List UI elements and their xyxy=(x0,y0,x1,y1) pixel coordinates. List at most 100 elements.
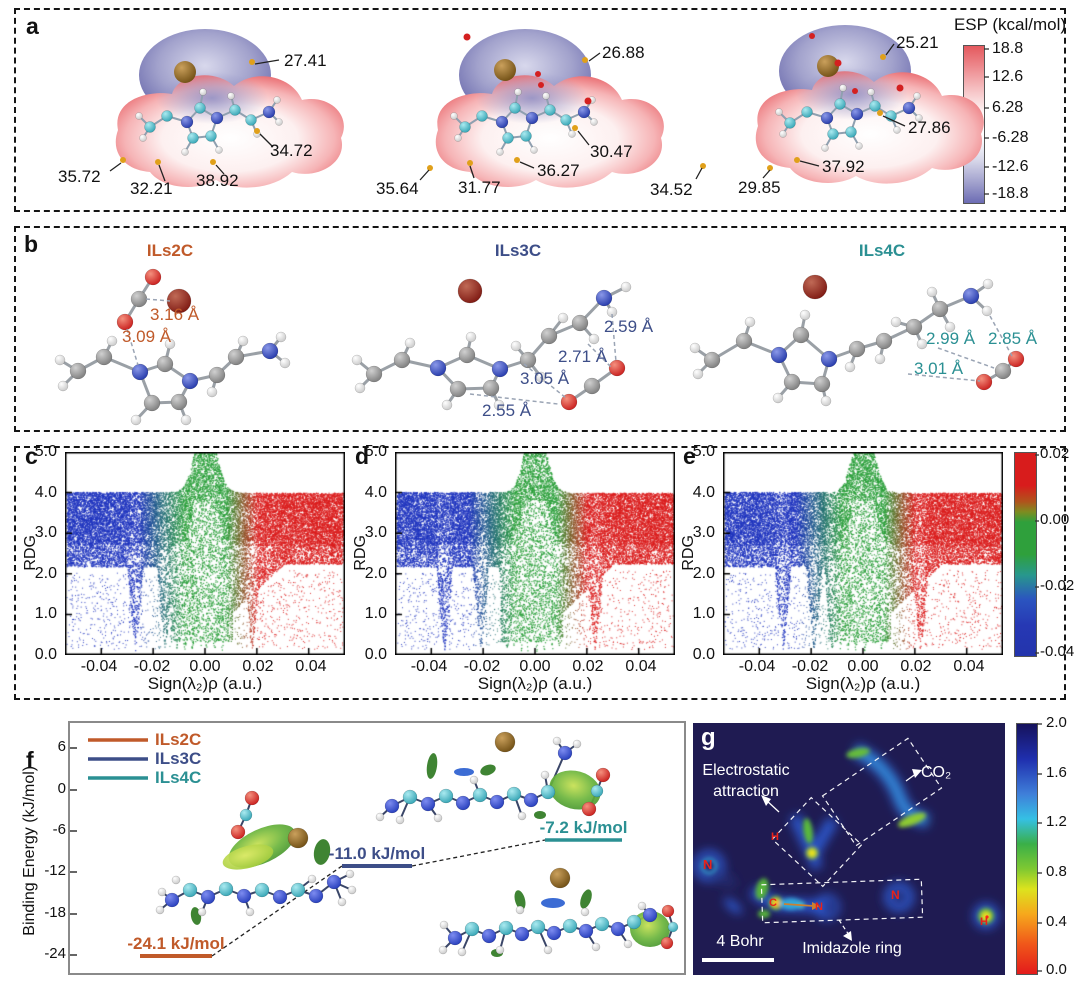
g-atom-H: H xyxy=(771,831,779,843)
rdg-xtick: 0.02 xyxy=(892,658,940,676)
esp-colorbar-title: ESP (kcal/mol) xyxy=(944,16,1076,35)
rdg-cb-tick: -0.04 xyxy=(1040,644,1074,661)
f-ytick: -24 xyxy=(40,946,66,963)
rdg-ytick: 1.0 xyxy=(23,605,57,623)
distance-label: 2.55 Å xyxy=(482,402,531,421)
rdg-ytick: 3.0 xyxy=(681,524,715,542)
esp-value: 27.86 xyxy=(908,119,951,138)
g-colorbar-ticks xyxy=(1037,724,1042,971)
structure-ils2c xyxy=(55,269,290,425)
esp-tick: 6.28 xyxy=(992,99,1023,117)
nci-cluster-ils3c xyxy=(376,732,610,824)
level-label-ils3c: -11.0 kJ/mol xyxy=(322,845,432,864)
legend-ils3c: ILs3C xyxy=(155,750,201,769)
f-ytick: 6 xyxy=(40,739,66,756)
rdg-xtick: -0.02 xyxy=(786,658,834,676)
rdg-ytick: 4.0 xyxy=(353,484,387,502)
g-co2-label: CO₂ xyxy=(921,764,951,782)
g-electrostatic-label-2: attraction xyxy=(691,783,801,801)
rdg-ytick: 5.0 xyxy=(23,443,57,461)
esp-value: 34.72 xyxy=(270,142,313,161)
esp-tick: -18.8 xyxy=(992,185,1028,203)
rdg-xtick: -0.04 xyxy=(733,658,781,676)
rdg-x-axis-label: Sign(λ₂)ρ (a.u.) xyxy=(455,675,615,694)
esp-value: 26.88 xyxy=(602,44,645,63)
rdg-ytick: 1.0 xyxy=(353,605,387,623)
rdg-xtick: 0.02 xyxy=(234,658,282,676)
figure: a ESP (kcal/mol) 18.8 12.6 6.28 -6.28 -1… xyxy=(0,0,1080,985)
esp-tick: -6.28 xyxy=(992,129,1028,147)
g-atom-N: N xyxy=(891,889,900,902)
g-electrostatic-label-1: Electrostatic xyxy=(691,762,801,780)
bromide-sphere xyxy=(174,61,196,83)
f-ytick: -6 xyxy=(40,822,66,839)
rdg-x-axis-label: Sign(λ₂)ρ (a.u.) xyxy=(783,675,943,694)
g-cb-tick: 0.0 xyxy=(1046,962,1067,979)
distance-label: 2.59 Å xyxy=(604,318,653,337)
f-ytick: -18 xyxy=(40,905,66,922)
rdg-ytick: 4.0 xyxy=(681,484,715,502)
rdg-ytick: 5.0 xyxy=(353,443,387,461)
distance-label: 3.01 Å xyxy=(914,360,963,379)
esp-value: 36.27 xyxy=(537,162,580,181)
rdg-xtick: 0.04 xyxy=(617,658,665,676)
rdg-cb-tick: 0.00 xyxy=(1040,512,1069,529)
structure-name-ils2c: ILs2C xyxy=(140,242,200,261)
rdg-xtick: -0.02 xyxy=(128,658,176,676)
esp-value: 31.77 xyxy=(458,179,501,198)
rdg-ytick: 4.0 xyxy=(23,484,57,502)
g-cb-tick: 0.4 xyxy=(1046,914,1067,931)
rdg-xtick: -0.04 xyxy=(75,658,123,676)
rdg-xtick: 0.04 xyxy=(945,658,993,676)
rdg-xtick: -0.04 xyxy=(405,658,453,676)
distance-label: 2.85 Å xyxy=(988,330,1037,349)
rdg-ytick: 2.0 xyxy=(23,565,57,583)
rdg-ytick: 5.0 xyxy=(681,443,715,461)
rdg-ytick: 0.0 xyxy=(23,646,57,664)
rdg-x-axis-label: Sign(λ₂)ρ (a.u.) xyxy=(125,675,285,694)
esp-value: 25.21 xyxy=(896,34,939,53)
g-cb-tick: 1.6 xyxy=(1046,765,1067,782)
rdg-ytick: 2.0 xyxy=(681,565,715,583)
f-ytick: 0 xyxy=(40,781,66,798)
panel-b-label: b xyxy=(24,232,38,257)
bromide-sphere xyxy=(494,59,516,81)
rdg-xtick: 0.00 xyxy=(839,658,887,676)
esp-value: 32.21 xyxy=(130,180,173,199)
panel-g-label: g xyxy=(701,725,716,751)
scale-bar xyxy=(702,958,774,962)
g-cb-tick: 0.8 xyxy=(1046,864,1067,881)
rdg-cb-tick: 0.02 xyxy=(1040,446,1069,463)
rdg-ytick: 3.0 xyxy=(353,524,387,542)
esp-colorbar-ticks xyxy=(984,49,989,194)
g-atom-N: N xyxy=(815,901,823,913)
rdg-ytick: 0.0 xyxy=(681,646,715,664)
esp-value: 35.72 xyxy=(58,168,101,187)
esp-value: 29.85 xyxy=(738,179,781,198)
level-label-ils2c: -24.1 kJ/mol xyxy=(121,935,231,954)
legend-ils4c: ILs4C xyxy=(155,769,201,788)
esp-tick: 18.8 xyxy=(992,40,1023,58)
g-imidazole-label: Imidazole ring xyxy=(792,940,912,958)
esp-tick: 12.6 xyxy=(992,68,1023,86)
esp-value: 37.92 xyxy=(822,158,865,177)
rdg-ytick: 2.0 xyxy=(353,565,387,583)
rdg-ytick: 1.0 xyxy=(681,605,715,623)
esp-tick: -12.6 xyxy=(992,158,1028,176)
f-axis-ticks xyxy=(70,748,77,955)
g-scalebar-label: 4 Bohr xyxy=(700,933,780,951)
rdg-colorbar-ticks xyxy=(1035,455,1039,653)
esp-value: 38.92 xyxy=(196,172,239,191)
g-atom-N: N xyxy=(703,858,712,872)
esp-value: 30.47 xyxy=(590,143,633,162)
panel-a-label: a xyxy=(26,14,39,39)
rdg-xtick: 0.02 xyxy=(564,658,612,676)
distance-label: 3.09 Å xyxy=(122,328,171,347)
bromide-sphere xyxy=(817,55,839,77)
rdg-ytick: 3.0 xyxy=(23,524,57,542)
legend-ils2c: ILs2C xyxy=(155,731,201,750)
distance-label: 2.71 Å xyxy=(558,348,607,367)
rdg-xtick: 0.04 xyxy=(287,658,335,676)
rdg-ytick: 0.0 xyxy=(353,646,387,664)
distance-label: 3.16 Å xyxy=(150,306,199,325)
